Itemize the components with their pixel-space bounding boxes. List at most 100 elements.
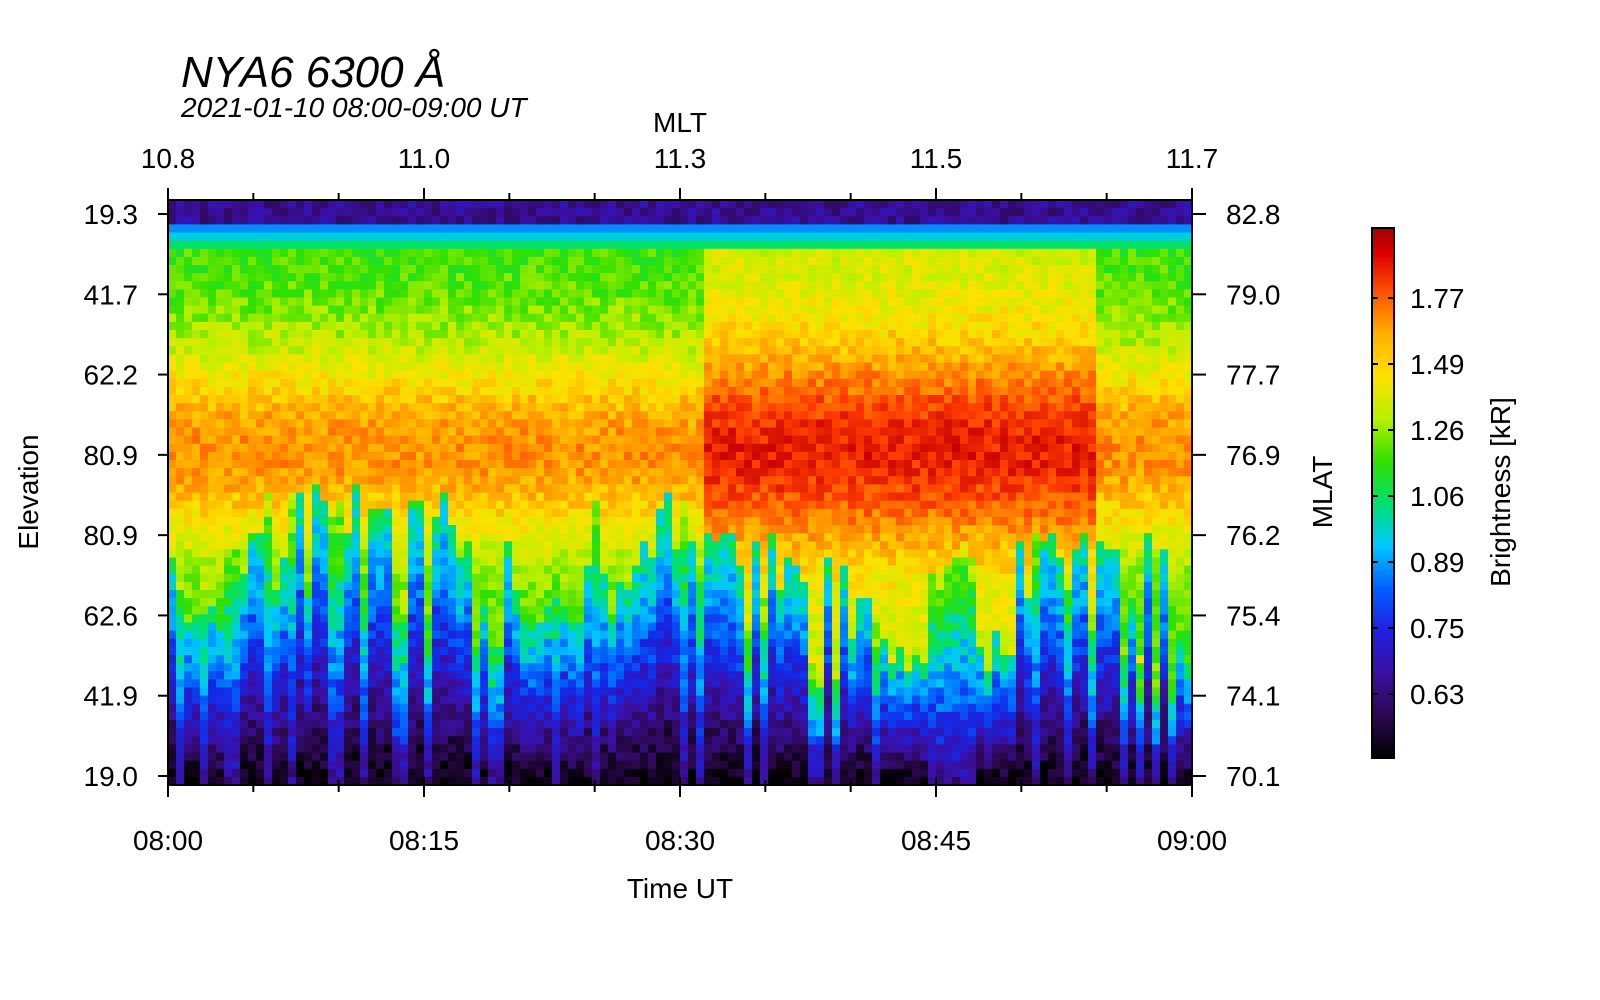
- heatmap-cell: [224, 216, 233, 225]
- heatmap-cell: [720, 354, 729, 364]
- heatmap-cell: [496, 484, 505, 494]
- heatmap-cell: [656, 557, 665, 567]
- heatmap-cell: [216, 573, 225, 583]
- heatmap-cell: [560, 289, 569, 299]
- heatmap-cell: [272, 606, 281, 615]
- heatmap-cell: [296, 346, 305, 355]
- heatmap-cell: [632, 736, 641, 745]
- heatmap-cell: [616, 435, 625, 445]
- heatmap-cell: [640, 516, 649, 526]
- heatmap-cell: [336, 581, 345, 591]
- heatmap-cell: [384, 703, 393, 713]
- heatmap-cell: [432, 427, 441, 437]
- heatmap-cell: [584, 516, 593, 526]
- heatmap-cell: [408, 248, 417, 258]
- heatmap-cell: [584, 200, 593, 209]
- heatmap-cell: [696, 476, 705, 485]
- heatmap-cell: [336, 200, 345, 209]
- heatmap-cell: [424, 370, 433, 380]
- heatmap-cell: [512, 614, 521, 624]
- heatmap-cell: [536, 378, 545, 388]
- heatmap-cell: [280, 630, 289, 640]
- heatmap-cell: [504, 671, 513, 680]
- heatmap-cell: [256, 419, 265, 429]
- heatmap-cell: [264, 443, 273, 453]
- heatmap-cell: [680, 614, 689, 624]
- heatmap-cell: [272, 224, 281, 234]
- heatmap-cell: [360, 273, 369, 282]
- heatmap-cell: [576, 216, 585, 225]
- heatmap-cell: [680, 224, 689, 234]
- heatmap-cell: [528, 240, 537, 250]
- heatmap-cell: [280, 443, 289, 453]
- heatmap-cell: [640, 630, 649, 640]
- heatmap-cell: [696, 565, 705, 575]
- heatmap-cell: [328, 736, 337, 745]
- heatmap-cell: [408, 736, 417, 745]
- heatmap-cell: [520, 525, 529, 534]
- heatmap-cell: [240, 216, 249, 225]
- heatmap-cell: [240, 403, 249, 412]
- heatmap-cell: [224, 313, 233, 323]
- heatmap-cell: [576, 541, 585, 550]
- heatmap-cell: [496, 265, 505, 274]
- heatmap-cell: [520, 411, 529, 420]
- heatmap-cell: [376, 768, 385, 778]
- heatmap-cell: [224, 671, 233, 680]
- heatmap-cell: [224, 378, 233, 388]
- heatmap-cell: [368, 460, 377, 469]
- heatmap-cell: [360, 378, 369, 388]
- heatmap-cell: [400, 403, 409, 412]
- heatmap-cell: [280, 687, 289, 697]
- heatmap-cell: [360, 655, 369, 664]
- heatmap-cell: [368, 208, 377, 217]
- heatmap-cell: [456, 403, 465, 412]
- heatmap-cell: [448, 451, 457, 461]
- heatmap-cell: [216, 533, 225, 542]
- heatmap-cell: [568, 208, 577, 217]
- heatmap-cell: [568, 687, 577, 697]
- heatmap-cell: [680, 443, 689, 453]
- heatmap-cell: [640, 655, 649, 664]
- heatmap-cell: [480, 549, 489, 559]
- heatmap-cell: [536, 435, 545, 445]
- heatmap-cell: [328, 630, 337, 640]
- heatmap-cell: [624, 305, 633, 315]
- heatmap-cell: [408, 728, 417, 737]
- heatmap-cell: [480, 289, 489, 299]
- heatmap-cell: [216, 557, 225, 567]
- heatmap-cell: [688, 476, 697, 485]
- heatmap-cell: [288, 646, 297, 656]
- heatmap-cell: [464, 638, 473, 648]
- heatmap-cell: [696, 443, 705, 453]
- heatmap-cell: [424, 768, 433, 778]
- heatmap-cell: [416, 338, 425, 347]
- heatmap-cell: [504, 468, 513, 477]
- heatmap-cell: [344, 224, 353, 234]
- heatmap-cell: [488, 646, 497, 656]
- heatmap-cell: [552, 297, 561, 307]
- heatmap-cell: [504, 663, 513, 672]
- heatmap-cell: [552, 687, 561, 697]
- heatmap-cell: [696, 395, 705, 404]
- heatmap-cell: [544, 492, 553, 502]
- heatmap-cell: [656, 500, 665, 510]
- heatmap-cell: [568, 736, 577, 745]
- heatmap-cell: [680, 541, 689, 550]
- heatmap-cell: [448, 508, 457, 518]
- heatmap-cell: [504, 736, 513, 745]
- heatmap-cell: [376, 711, 385, 721]
- heatmap-cell: [560, 744, 569, 754]
- heatmap-cell: [304, 630, 313, 640]
- heatmap-cell: [280, 232, 289, 242]
- heatmap-cell: [560, 232, 569, 242]
- heatmap-cell: [176, 208, 185, 217]
- heatmap-cell: [304, 614, 313, 624]
- heatmap-cell: [216, 330, 225, 339]
- heatmap-cell: [504, 273, 513, 282]
- heatmap-cell: [352, 744, 361, 754]
- heatmap-cell: [320, 760, 329, 770]
- heatmap-cell: [472, 281, 481, 290]
- heatmap-cell: [360, 232, 369, 242]
- heatmap-cell: [200, 468, 209, 477]
